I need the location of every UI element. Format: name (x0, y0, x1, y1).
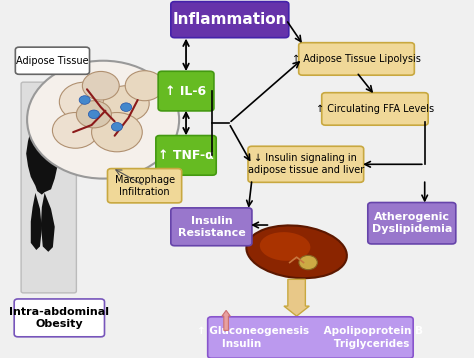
Circle shape (76, 101, 111, 128)
FancyBboxPatch shape (14, 299, 104, 337)
Polygon shape (31, 193, 42, 250)
FancyBboxPatch shape (322, 93, 428, 125)
FancyBboxPatch shape (15, 47, 90, 74)
FancyBboxPatch shape (171, 208, 252, 246)
Ellipse shape (246, 226, 347, 278)
Circle shape (299, 255, 318, 270)
FancyBboxPatch shape (21, 82, 76, 293)
FancyBboxPatch shape (368, 203, 456, 244)
Text: ↑ Circulating FFA Levels: ↑ Circulating FFA Levels (316, 104, 434, 114)
Circle shape (82, 72, 119, 100)
Text: Atherogenic
Dyslipidemia: Atherogenic Dyslipidemia (372, 212, 452, 234)
FancyBboxPatch shape (108, 169, 182, 203)
FancyArrow shape (284, 279, 310, 316)
FancyBboxPatch shape (299, 43, 414, 75)
Text: Inflammation: Inflammation (173, 12, 287, 27)
Text: Macrophage
Infiltration: Macrophage Infiltration (115, 175, 174, 197)
FancyBboxPatch shape (171, 1, 289, 38)
FancyBboxPatch shape (158, 71, 214, 111)
Text: Adipose Tissue: Adipose Tissue (16, 56, 89, 66)
Circle shape (111, 122, 122, 131)
FancyBboxPatch shape (248, 146, 364, 182)
FancyBboxPatch shape (156, 136, 216, 175)
Text: ↑ TNF-α: ↑ TNF-α (158, 149, 214, 162)
Circle shape (91, 112, 142, 152)
Text: Intra-abdominal
Obesity: Intra-abdominal Obesity (9, 307, 109, 329)
Circle shape (53, 112, 99, 148)
FancyBboxPatch shape (208, 317, 413, 358)
Text: ↑ Adipose Tissue Lipolysis: ↑ Adipose Tissue Lipolysis (292, 54, 421, 64)
Circle shape (120, 103, 132, 111)
Text: ↑ Gluconeogenesis    Apolipoprotein B
   Insulin                    Triglyceride: ↑ Gluconeogenesis Apolipoprotein B Insul… (198, 326, 423, 349)
Circle shape (79, 96, 90, 104)
Text: ↑ IL-6: ↑ IL-6 (165, 84, 207, 98)
Polygon shape (41, 193, 55, 252)
Text: ↓ Insulin signaling in
adipose tissue and liver: ↓ Insulin signaling in adipose tissue an… (248, 153, 364, 175)
Circle shape (59, 82, 110, 121)
Circle shape (88, 110, 100, 118)
Text: Insulin
Resistance: Insulin Resistance (177, 216, 245, 238)
Polygon shape (26, 122, 59, 195)
Ellipse shape (260, 232, 310, 261)
Circle shape (34, 102, 59, 122)
Circle shape (27, 61, 179, 179)
Circle shape (125, 71, 164, 101)
FancyArrow shape (222, 310, 230, 330)
Circle shape (103, 86, 149, 121)
